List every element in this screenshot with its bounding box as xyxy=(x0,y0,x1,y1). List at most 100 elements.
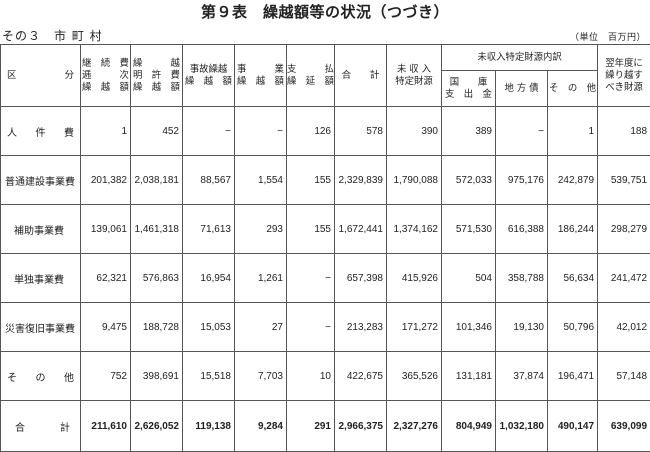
cell: 490,147 xyxy=(548,401,598,452)
cell: 242,879 xyxy=(548,156,598,205)
header-kokko: 国 庫 支 出 金 xyxy=(442,71,496,107)
cell: 50,796 xyxy=(548,303,598,352)
cell: − xyxy=(235,107,287,156)
cell: 27 xyxy=(235,303,287,352)
cell: 88,567 xyxy=(183,156,235,205)
cell: 291 xyxy=(287,401,335,452)
cell: 578 xyxy=(335,107,387,156)
cell: 1 xyxy=(548,107,598,156)
cell: − xyxy=(287,303,335,352)
cell: 1,374,162 xyxy=(387,205,442,254)
cell: 804,949 xyxy=(442,401,496,452)
cell: 298,279 xyxy=(598,205,650,254)
cell: 9,475 xyxy=(81,303,131,352)
table-row-independent: 単独事業費 62,321 576,863 16,954 1,261 − 657,… xyxy=(1,254,650,303)
cell: 211,610 xyxy=(81,401,131,452)
cell: 101,346 xyxy=(442,303,496,352)
table-row-other: その他 752 398,691 15,518 7,703 10 422,675 … xyxy=(1,352,650,401)
header-total: 合 計 xyxy=(335,45,387,107)
header-meikyo: 繰 越 明 許 費 繰 越 額 xyxy=(131,45,183,107)
cell: 56,634 xyxy=(548,254,598,303)
cell: 131,181 xyxy=(442,352,496,401)
cell: 422,675 xyxy=(335,352,387,401)
cell: − xyxy=(183,107,235,156)
row-label-subsidized: 補助事業費 xyxy=(1,205,81,254)
cell: 2,329,839 xyxy=(335,156,387,205)
cell: 2,327,276 xyxy=(387,401,442,452)
header-sonota: そ の 他 xyxy=(548,71,598,107)
table-row-construction: 普通建設事業費 201,382 2,038,181 88,567 1,554 1… xyxy=(1,156,650,205)
cell: 657,398 xyxy=(335,254,387,303)
cell: 186,244 xyxy=(548,205,598,254)
row-label-disaster: 災害復旧事業費 xyxy=(1,303,81,352)
cell: 1 xyxy=(81,107,131,156)
cell: 15,518 xyxy=(183,352,235,401)
table-row-personnel: 人件費 1 452 − − 126 578 390 389 − 1 188 xyxy=(1,107,650,156)
cell: 9,284 xyxy=(235,401,287,452)
cell: 37,874 xyxy=(496,352,548,401)
cell: 2,626,052 xyxy=(131,401,183,452)
cell: 188,728 xyxy=(131,303,183,352)
cell: 42,012 xyxy=(598,303,650,352)
cell: 213,283 xyxy=(335,303,387,352)
cell: 155 xyxy=(287,156,335,205)
header-yokunendo: 翌年度に 繰り越す べき財源 xyxy=(598,45,650,107)
cell: 10 xyxy=(287,352,335,401)
table-row-disaster: 災害復旧事業費 9,475 188,728 15,053 27 − 213,28… xyxy=(1,303,650,352)
unit-label: （単位 百万円） xyxy=(570,30,646,43)
cell: 752 xyxy=(81,352,131,401)
cell: 358,788 xyxy=(496,254,548,303)
header-category: 区分 xyxy=(1,45,81,107)
cell: 126 xyxy=(287,107,335,156)
cell: 365,526 xyxy=(387,352,442,401)
row-label-independent: 単独事業費 xyxy=(1,254,81,303)
cell: 390 xyxy=(387,107,442,156)
cell: 155 xyxy=(287,205,335,254)
header-breakdown-group: 未収入特定財源内訳 xyxy=(442,45,598,71)
cell: 139,061 xyxy=(81,205,131,254)
cell: 452 xyxy=(131,107,183,156)
table-subtitle: その３ 市 町 村 xyxy=(2,27,103,44)
table-row-total: 合計 211,610 2,626,052 119,138 9,284 291 2… xyxy=(1,401,650,452)
cell: 57,148 xyxy=(598,352,650,401)
cell: 19,130 xyxy=(496,303,548,352)
header-shiharai: 支 払 繰 延 額 xyxy=(287,45,335,107)
cell: 2,038,181 xyxy=(131,156,183,205)
cell: 398,691 xyxy=(131,352,183,401)
cell: 171,272 xyxy=(387,303,442,352)
cell: 572,033 xyxy=(442,156,496,205)
cell: 293 xyxy=(235,205,287,254)
cell: 1,461,318 xyxy=(131,205,183,254)
table-row-subsidized: 補助事業費 139,061 1,461,318 71,613 293 155 1… xyxy=(1,205,650,254)
cell: 7,703 xyxy=(235,352,287,401)
cell: 2,966,375 xyxy=(335,401,387,452)
cell: 241,472 xyxy=(598,254,650,303)
cell: 504 xyxy=(442,254,496,303)
header-jiko: 事故繰越 繰 越 額 xyxy=(183,45,235,107)
carryover-table: 区分 継 続 費 逓 次 繰 越 額 繰 越 明 許 費 繰 越 額 事故繰越 … xyxy=(0,44,650,452)
cell: 1,261 xyxy=(235,254,287,303)
row-label-personnel: 人件費 xyxy=(1,107,81,156)
cell: 196,471 xyxy=(548,352,598,401)
cell: 16,954 xyxy=(183,254,235,303)
cell: − xyxy=(287,254,335,303)
cell: 188 xyxy=(598,107,650,156)
cell: 389 xyxy=(442,107,496,156)
header-jigyo: 事 業 繰 越 額 xyxy=(235,45,287,107)
cell: 119,138 xyxy=(183,401,235,452)
row-label-construction: 普通建設事業費 xyxy=(1,156,81,205)
cell: 539,751 xyxy=(598,156,650,205)
page-title: 第９表 繰越額等の状況（つづき） xyxy=(0,1,650,22)
header-keizoku: 継 続 費 逓 次 繰 越 額 xyxy=(81,45,131,107)
cell: 415,926 xyxy=(387,254,442,303)
cell: 15,053 xyxy=(183,303,235,352)
cell: 616,388 xyxy=(496,205,548,254)
header-chihousai: 地 方 債 xyxy=(496,71,548,107)
cell: 1,672,441 xyxy=(335,205,387,254)
cell: 975,176 xyxy=(496,156,548,205)
cell: 571,530 xyxy=(442,205,496,254)
cell: 576,863 xyxy=(131,254,183,303)
row-label-total: 合計 xyxy=(1,401,81,452)
cell: 71,613 xyxy=(183,205,235,254)
row-label-other: その他 xyxy=(1,352,81,401)
